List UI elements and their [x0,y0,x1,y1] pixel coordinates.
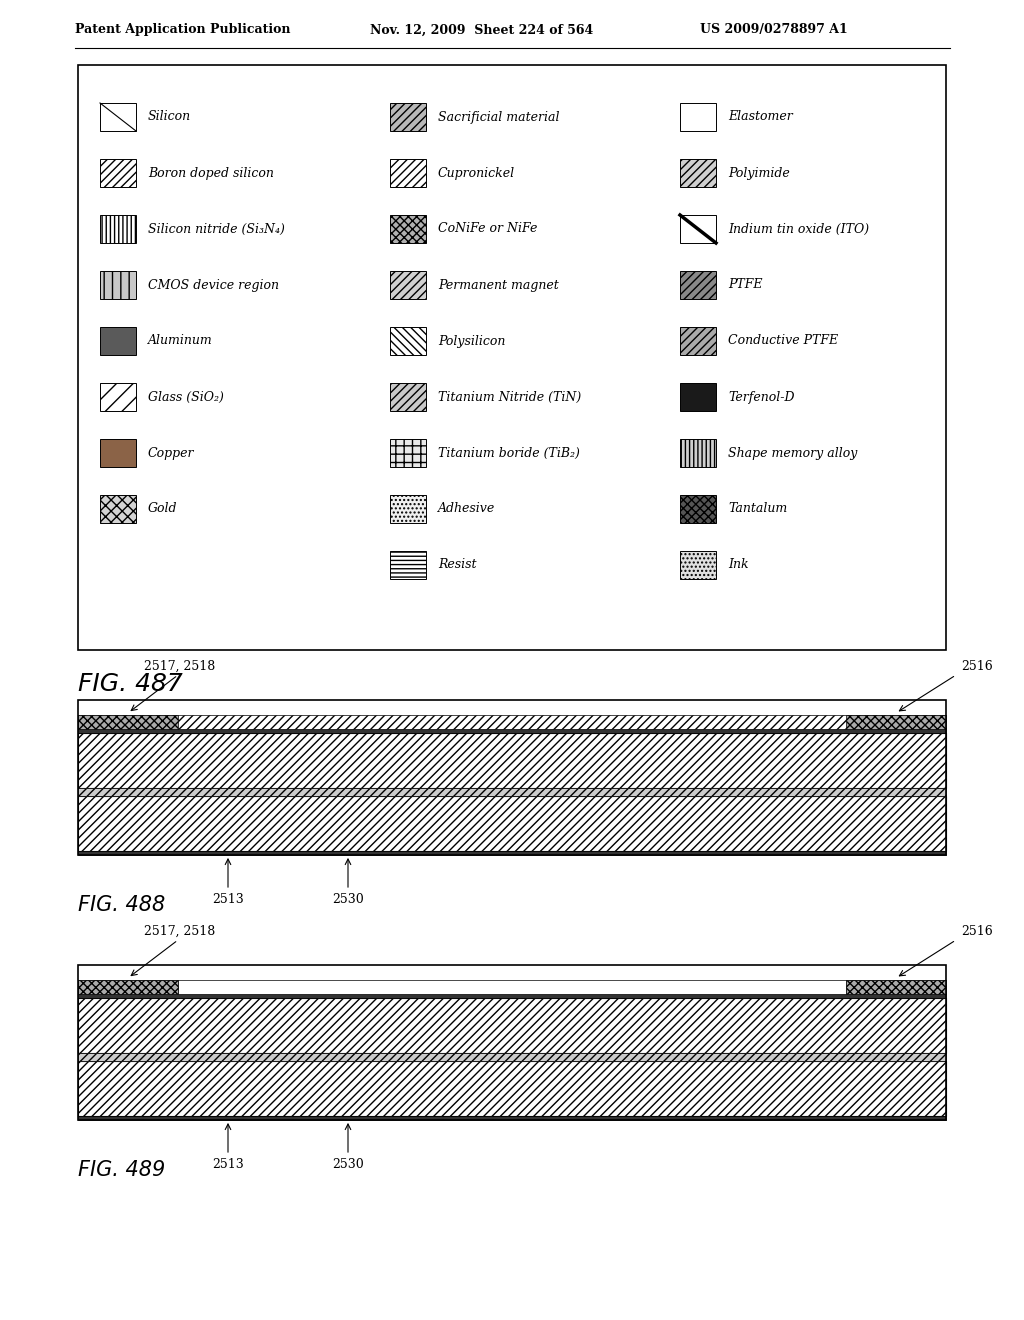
Bar [680,550,716,579]
Text: Glass (SiO₂): Glass (SiO₂) [148,391,224,404]
Text: Titanium boride (TiB₂): Titanium boride (TiB₂) [438,446,580,459]
Bar [78,979,946,994]
Text: Cupronickel: Cupronickel [438,166,515,180]
Text: 2516: 2516 [961,925,992,939]
Bar [78,788,946,796]
Bar [78,733,946,788]
Text: Ink: Ink [728,558,749,572]
Bar [78,851,946,855]
Bar [78,65,946,649]
Bar [100,327,136,355]
Text: 2516: 2516 [961,660,992,673]
Bar [846,979,946,994]
Text: Polysilicon: Polysilicon [438,334,506,347]
Text: PTFE: PTFE [728,279,763,292]
Text: CMOS device region: CMOS device region [148,279,279,292]
Bar [680,327,716,355]
Bar [78,1053,946,1061]
Text: 2513: 2513 [212,1158,244,1171]
Bar [78,979,178,994]
Bar [100,103,136,131]
Bar [680,495,716,523]
Bar [846,715,946,729]
Text: Patent Application Publication: Patent Application Publication [75,24,291,37]
Text: Adhesive: Adhesive [438,503,496,516]
Text: US 2009/0278897 A1: US 2009/0278897 A1 [700,24,848,37]
Text: 2530: 2530 [332,1158,364,1171]
Bar [680,383,716,411]
Bar [390,383,426,411]
Bar [390,103,426,131]
Text: Nov. 12, 2009  Sheet 224 of 564: Nov. 12, 2009 Sheet 224 of 564 [370,24,593,37]
Bar [100,215,136,243]
Text: Gold: Gold [148,503,177,516]
Text: Copper: Copper [148,446,195,459]
Text: Titanium Nitride (TiN): Titanium Nitride (TiN) [438,391,582,404]
Bar [100,271,136,300]
Bar [78,715,178,729]
Bar [390,158,426,187]
Bar [78,965,946,1119]
Text: Permanent magnet: Permanent magnet [438,279,559,292]
Text: Sacrificial material: Sacrificial material [438,111,559,124]
Bar [78,1061,946,1115]
Text: Boron doped silicon: Boron doped silicon [148,166,273,180]
Text: 2530: 2530 [332,894,364,906]
Bar [100,495,136,523]
Text: FIG. 487: FIG. 487 [78,672,182,696]
Bar [78,979,178,994]
Bar [78,729,946,733]
Text: Tantalum: Tantalum [728,503,787,516]
Text: Silicon: Silicon [148,111,191,124]
Text: FIG. 488: FIG. 488 [78,895,165,915]
Bar [100,440,136,467]
Bar [390,440,426,467]
Text: Polyimide: Polyimide [728,166,790,180]
Text: 2517, 2518: 2517, 2518 [144,660,216,673]
Bar [390,327,426,355]
Bar [78,715,946,729]
Bar [78,994,946,998]
Bar [680,271,716,300]
Text: Indium tin oxide (ITO): Indium tin oxide (ITO) [728,223,869,235]
Text: Silicon nitride (Si₃N₄): Silicon nitride (Si₃N₄) [148,223,285,235]
Bar [390,215,426,243]
Bar [100,383,136,411]
Text: Terfenol-D: Terfenol-D [728,391,795,404]
Text: Aluminum: Aluminum [148,334,213,347]
Bar [680,215,716,243]
Bar [390,550,426,579]
Bar [846,979,946,994]
Text: Resist: Resist [438,558,476,572]
Text: CoNiFe or NiFe: CoNiFe or NiFe [438,223,538,235]
Text: 2517, 2518: 2517, 2518 [144,925,216,939]
Text: FIG. 489: FIG. 489 [78,1160,165,1180]
Bar [78,796,946,851]
Bar [100,158,136,187]
Bar [680,158,716,187]
Bar [78,700,946,855]
Bar [680,103,716,131]
Bar [390,271,426,300]
Bar [390,495,426,523]
Text: 2513: 2513 [212,894,244,906]
Bar [78,1115,946,1119]
Text: Conductive PTFE: Conductive PTFE [728,334,838,347]
Bar [78,998,946,1053]
Bar [680,440,716,467]
Text: Elastomer: Elastomer [728,111,793,124]
Text: Shape memory alloy: Shape memory alloy [728,446,857,459]
